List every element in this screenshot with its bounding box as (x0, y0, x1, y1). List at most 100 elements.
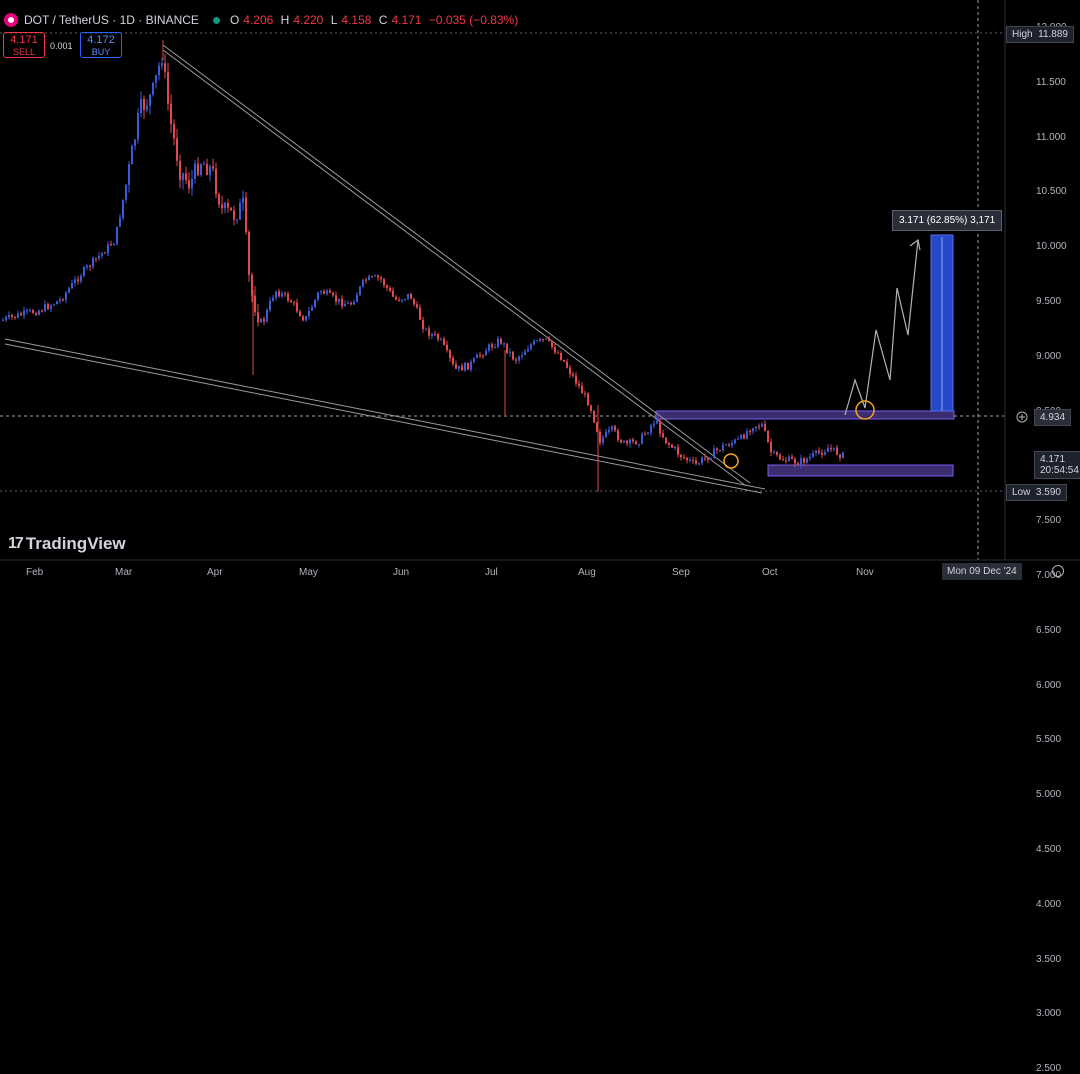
support-zone[interactable] (767, 464, 954, 477)
time-tick-label: Oct (762, 567, 778, 578)
tradingview-logo[interactable]: 17 TradingView (8, 534, 126, 553)
candle-body (218, 194, 220, 205)
candle-body (443, 338, 445, 345)
falling-wedge-lower[interactable] (4, 338, 766, 494)
candle-body (779, 454, 781, 460)
time-tick-label: Aug (578, 567, 596, 578)
candle-body (839, 454, 841, 458)
candle-body (191, 178, 193, 189)
candle-body (59, 299, 61, 302)
measure-label[interactable]: 3.171 (62.85%) 3,171 (892, 210, 1003, 231)
candle-body (695, 460, 697, 464)
last-price-tag: 4.171 20:54:54 (1034, 451, 1080, 479)
candle-body (806, 458, 808, 463)
candle-body (596, 422, 598, 432)
candle-body (158, 65, 160, 76)
candle-body (23, 310, 25, 316)
candle-body (557, 352, 559, 354)
candle-body (545, 338, 547, 340)
candle-body (656, 420, 658, 424)
candle-body (503, 343, 505, 345)
candle-body (278, 291, 280, 297)
candle-body (110, 244, 112, 246)
time-tick-label: Mar (115, 567, 133, 578)
settings-gear-icon[interactable] (1052, 565, 1064, 577)
candle-body (143, 98, 145, 110)
candle-body (323, 291, 325, 294)
candle-body (56, 301, 58, 305)
candle-body (275, 291, 277, 298)
candle-body (569, 367, 571, 374)
candle-body (26, 310, 28, 312)
candle-body (725, 444, 727, 446)
symbol-title[interactable]: DOT / TetherUS · 1D · BINANCE (24, 13, 199, 27)
plus-circle-icon[interactable] (1016, 411, 1028, 423)
candle-body (449, 350, 451, 358)
candle-body (377, 275, 379, 278)
candle-body (266, 309, 268, 322)
candle-body (722, 444, 724, 451)
price-chart[interactable] (0, 0, 1080, 595)
candle-body (68, 288, 70, 293)
candle-body (605, 431, 607, 438)
candle-body (77, 279, 79, 282)
candle-body (782, 459, 784, 461)
candle-body (2, 319, 4, 321)
candle-body (458, 365, 460, 369)
candle-body (245, 197, 247, 233)
candle-body (485, 350, 487, 356)
candle-body (641, 433, 643, 445)
candle-body (299, 311, 301, 317)
candle-body (65, 292, 67, 300)
candle-body (167, 71, 169, 104)
time-tick-label: Nov (856, 567, 874, 578)
candle-body (785, 460, 787, 462)
candle-body (119, 217, 121, 227)
falling-wedge-upper[interactable] (162, 44, 751, 487)
candle-body (224, 202, 226, 209)
candle-body (47, 304, 49, 310)
candle-body (311, 306, 313, 311)
candle-body (737, 438, 739, 440)
candle-body (95, 258, 97, 260)
candle-body (665, 437, 667, 444)
buy-button[interactable]: 4.172 BUY (80, 32, 122, 58)
tradingview-logo-icon: 17 (8, 535, 24, 552)
candle-body (650, 425, 652, 433)
resistance-zone[interactable] (655, 410, 955, 420)
dot-logo-icon (4, 13, 18, 27)
candle-body (611, 426, 613, 430)
candle-body (314, 299, 316, 307)
sell-button[interactable]: 4.171 SELL (3, 32, 45, 58)
candle-body (290, 300, 292, 303)
candle-body (629, 439, 631, 444)
candle-body (488, 344, 490, 351)
candle-body (470, 361, 472, 370)
candle-body (467, 362, 469, 370)
candle-body (86, 265, 88, 268)
high-tag: High 11.889 (1006, 26, 1074, 43)
candle-body (815, 450, 817, 454)
candle-body (632, 439, 634, 442)
candle-body (683, 457, 685, 459)
candle-body (332, 292, 334, 296)
candle-body (533, 340, 535, 345)
candle-body (89, 265, 91, 267)
candle-body (530, 344, 532, 350)
candle-body (440, 338, 442, 340)
candle-body (164, 63, 166, 72)
candle-body (587, 393, 589, 406)
candle-body (644, 433, 646, 435)
market-status-icon (212, 16, 220, 24)
candle-body (80, 275, 82, 282)
candle-body (359, 286, 361, 295)
candle-body (410, 293, 412, 300)
candle-body (833, 447, 835, 450)
candle-body (50, 305, 52, 310)
candle-body (404, 298, 406, 300)
candle-body (347, 302, 349, 304)
candle-body (428, 328, 430, 336)
time-tick-label: Feb (26, 567, 44, 578)
candle-body (719, 450, 721, 452)
candle-body (434, 333, 436, 335)
